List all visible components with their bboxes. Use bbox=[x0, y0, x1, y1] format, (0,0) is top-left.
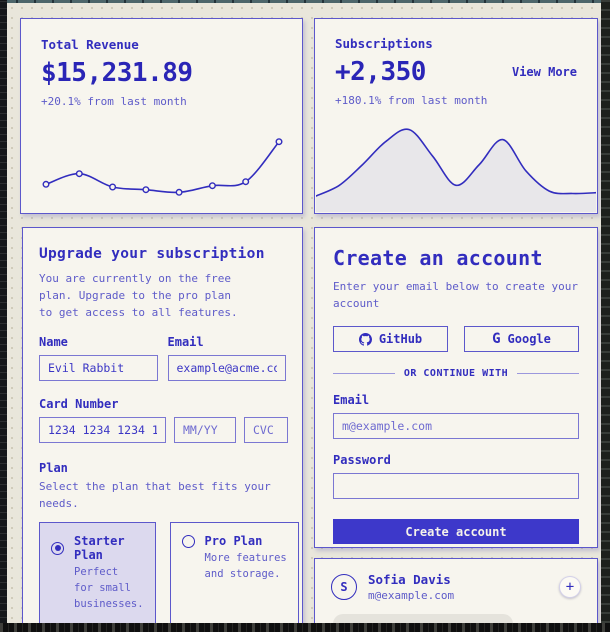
window-edge-bottom bbox=[0, 623, 610, 632]
view-more-button[interactable]: View More bbox=[511, 65, 577, 79]
starter-plan-head: Starter Plan bbox=[51, 534, 144, 562]
window-edge-right bbox=[601, 0, 610, 632]
chat-message-bubble bbox=[333, 614, 513, 623]
create-account-subtitle: Enter your email below to create your ac… bbox=[333, 280, 579, 311]
card-number-input[interactable] bbox=[39, 417, 166, 444]
create-account-title: Create an account bbox=[333, 246, 543, 270]
card-number-row bbox=[39, 411, 288, 444]
or-continue-divider: OR CONTINUE WITH bbox=[333, 368, 580, 380]
revenue-delta: +20.1% from last month bbox=[41, 95, 187, 108]
pro-plan-head: Pro Plan bbox=[181, 534, 287, 549]
starter-plan-description: Perfect for small businesses. bbox=[74, 566, 144, 610]
name-field-group: Name bbox=[39, 335, 158, 382]
email-label: Email bbox=[167, 335, 204, 350]
divider-line-right bbox=[517, 373, 580, 375]
account-email-label: Email bbox=[333, 393, 370, 408]
account-password-input[interactable] bbox=[333, 473, 579, 500]
cvc-input[interactable] bbox=[244, 417, 288, 444]
account-email-group: Email bbox=[333, 393, 579, 440]
subscriptions-area-chart bbox=[316, 128, 596, 212]
name-input[interactable] bbox=[39, 355, 158, 382]
google-icon: G bbox=[492, 331, 501, 348]
account-email-input[interactable] bbox=[333, 413, 579, 440]
account-password-group: Password bbox=[333, 453, 579, 500]
subscriptions-header: Subscriptions +2,350 View More +180.1% f… bbox=[315, 19, 597, 107]
email-input[interactable] bbox=[167, 355, 286, 382]
github-icon bbox=[358, 332, 372, 346]
contact-identity: Sofia Davis m@example.com bbox=[368, 572, 454, 602]
create-account-button[interactable]: Create account bbox=[333, 519, 579, 545]
subscriptions-delta: +180.1% from last month bbox=[335, 94, 488, 107]
email-field-group: Email bbox=[167, 335, 286, 382]
pro-plan-option[interactable]: Pro Plan More features and storage. bbox=[169, 522, 299, 623]
expiry-input[interactable] bbox=[174, 417, 236, 444]
upgrade-description: You are currently on the free plan. Upgr… bbox=[39, 272, 238, 320]
avatar: S bbox=[331, 574, 357, 600]
github-button[interactable]: GitHub bbox=[333, 326, 448, 353]
upgrade-subscription-card: Upgrade your subscription You are curren… bbox=[22, 227, 303, 623]
oauth-buttons-row: GitHub G Google bbox=[333, 326, 579, 353]
subscriptions-value: +2,350 bbox=[335, 57, 426, 87]
create-account-card: Create an account Enter your email below… bbox=[314, 227, 598, 548]
revenue-line-chart bbox=[42, 138, 283, 196]
revenue-title: Total Revenue bbox=[41, 37, 139, 52]
account-password-label: Password bbox=[333, 453, 391, 468]
contact-email: m@example.com bbox=[368, 589, 455, 602]
pro-plan-description: More features and storage. bbox=[204, 552, 287, 580]
name-label: Name bbox=[39, 335, 68, 350]
total-revenue-card: Total Revenue $15,231.89 +20.1% from las… bbox=[20, 18, 303, 214]
plan-label: Plan bbox=[39, 461, 68, 476]
starter-plan-option[interactable]: Starter Plan Perfect for small businesse… bbox=[39, 522, 156, 623]
divider-label: OR CONTINUE WITH bbox=[403, 368, 509, 380]
plus-icon: + bbox=[565, 579, 575, 595]
starter-plan-radio[interactable] bbox=[51, 541, 64, 555]
contact-row: S Sofia Davis m@example.com + bbox=[331, 572, 581, 602]
add-contact-button[interactable]: + bbox=[559, 576, 581, 598]
revenue-value: $15,231.89 bbox=[41, 58, 193, 88]
plan-options: Starter Plan Perfect for small businesse… bbox=[39, 522, 299, 623]
pro-plan-name: Pro Plan bbox=[204, 534, 263, 549]
contact-card: S Sofia Davis m@example.com + bbox=[314, 558, 598, 623]
name-email-row: Name Email bbox=[39, 335, 286, 382]
plan-hint: Select the plan that best fits your need… bbox=[39, 480, 271, 511]
subscriptions-title: Subscriptions bbox=[335, 36, 433, 51]
google-button[interactable]: G Google bbox=[464, 326, 579, 353]
card-number-label: Card Number bbox=[39, 397, 119, 412]
starter-plan-name: Starter Plan bbox=[74, 534, 125, 563]
dashboard-canvas: Total Revenue $15,231.89 +20.1% from las… bbox=[7, 3, 601, 623]
github-button-label: GitHub bbox=[378, 332, 423, 347]
window-edge-left bbox=[0, 0, 7, 632]
contact-name: Sofia Davis bbox=[368, 572, 451, 587]
subscriptions-card: Subscriptions +2,350 View More +180.1% f… bbox=[314, 18, 598, 214]
window-edge-top bbox=[0, 0, 610, 3]
subscriptions-value-row: +2,350 View More bbox=[335, 51, 577, 87]
pro-plan-radio[interactable] bbox=[181, 534, 195, 548]
google-button-label: Google bbox=[507, 332, 551, 347]
upgrade-title: Upgrade your subscription bbox=[39, 246, 265, 262]
divider-line-left bbox=[333, 373, 395, 375]
